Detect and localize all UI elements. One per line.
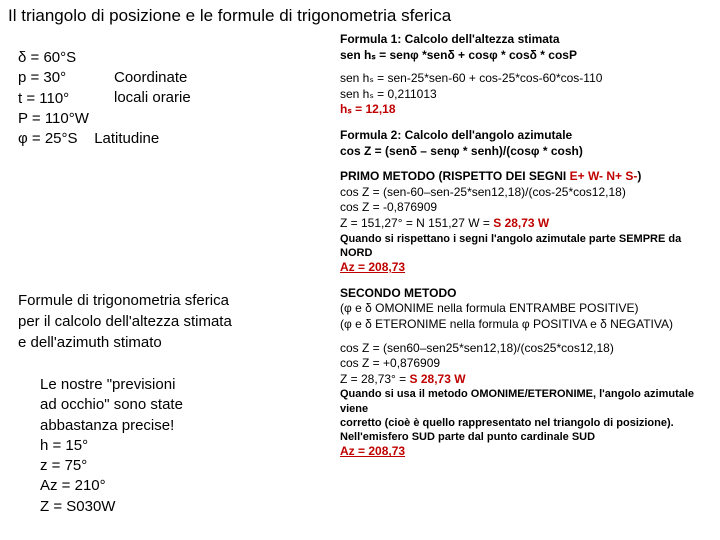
formula2-eq: cos Z = (senδ – senφ * senh)/(cosφ * cos… — [340, 144, 710, 160]
latitude-label: Latitudine — [94, 130, 159, 147]
method2-title: SECONDO METODO — [340, 286, 710, 302]
prev-l3: abbastanza precise! — [40, 416, 260, 436]
method1-l1: cos Z = (sen-60–sen-25*sen12,18)/(cos-25… — [340, 185, 710, 201]
formula1-r3: hₛ = 12,18 — [340, 102, 710, 118]
prev-l1: Le nostre "previsioni — [40, 375, 260, 395]
method1-block: PRIMO METODO (RISPETTO DEI SEGNI E+ W- N… — [340, 169, 710, 276]
method1-title: PRIMO METODO (RISPETTO DEI SEGNI E+ W- N… — [340, 169, 710, 185]
param-phi-line: φ = 25°S Latitudine — [18, 129, 318, 149]
formule-caption-1: Formule di trigonometria sferica — [18, 290, 278, 311]
method1-az: Az = 208,73 — [340, 260, 710, 276]
prev-l6: Az = 210° — [40, 476, 260, 496]
formula2-title: Formula 2: Calcolo dell'angolo azimutale — [340, 128, 710, 144]
method2-n1: Quando si usa il metodo OMONIME/ETERONIM… — [340, 387, 710, 416]
param-delta: δ = 60°S — [18, 48, 318, 68]
left-column: δ = 60°S p = 30° t = 110° P = 110°W φ = … — [18, 48, 318, 149]
method2-n2: corretto (cioè è quello rappresentato ne… — [340, 416, 710, 430]
method2-l1: (φ e δ OMONIME nella formula ENTRAMBE PO… — [340, 301, 710, 317]
formula1-block: Formula 1: Calcolo dell'altezza stimata … — [340, 32, 710, 118]
prev-l2: ad occhio" sono state — [40, 395, 260, 415]
method1-note: Quando si rispettano i segni l'angolo az… — [340, 232, 710, 261]
method1-title-b: E+ W- N+ S- — [570, 169, 638, 183]
method2-c1: cos Z = (sen60–sen25*sen12,18)/(cos25*co… — [340, 341, 710, 357]
formule-caption-3: e dell'azimuth stimato — [18, 332, 278, 353]
coord-label-2: locali orarie — [114, 88, 191, 108]
method2-c3: Z = 28,73° = S 28,73 W — [340, 372, 710, 388]
method1-title-c: ) — [637, 169, 641, 183]
method2-n3: Nell'emisfero SUD parte dal punto cardin… — [340, 430, 710, 444]
prev-l4: h = 15° — [40, 436, 260, 456]
formula1-title: Formula 1: Calcolo dell'altezza stimata — [340, 32, 710, 48]
formule-caption-2: per il calcolo dell'altezza stimata — [18, 311, 278, 332]
method2-c2: cos Z = +0,876909 — [340, 356, 710, 372]
prev-l7: Z = S030W — [40, 497, 260, 517]
formula1-eq: sen hₛ = senφ *senδ + cosφ * cosδ * cosP — [340, 48, 710, 64]
coord-label: Coordinate locali orarie — [114, 68, 191, 107]
method1-l3: Z = 151,27° = N 151,27 W = S 28,73 W — [340, 216, 710, 232]
page-title: Il triangolo di posizione e le formule d… — [8, 6, 451, 26]
method1-l3a: Z = 151,27° = N 151,27 W = — [340, 216, 493, 230]
method2-c3a: Z = 28,73° = — [340, 372, 410, 386]
method1-title-a: PRIMO METODO (RISPETTO DEI SEGNI — [340, 169, 570, 183]
formule-caption: Formule di trigonometria sferica per il … — [18, 290, 278, 353]
param-phi: φ = 25°S — [18, 130, 78, 147]
coord-label-1: Coordinate — [114, 68, 191, 88]
method2-az: Az = 208,73 — [340, 444, 710, 460]
formula1-r2: sen hₛ = 0,211013 — [340, 87, 710, 103]
previsioni-block: Le nostre "previsioni ad occhio" sono st… — [40, 375, 260, 517]
method1-l3b: S 28,73 W — [493, 216, 549, 230]
formula2-block: Formula 2: Calcolo dell'angolo azimutale… — [340, 128, 710, 159]
method1-l2: cos Z = -0,876909 — [340, 200, 710, 216]
parameters-block: δ = 60°S p = 30° t = 110° P = 110°W φ = … — [18, 48, 318, 149]
formula1-r1: sen hₛ = sen-25*sen-60 + cos-25*cos-60*c… — [340, 71, 710, 87]
param-big-p: P = 110°W — [18, 109, 318, 129]
right-column: Formula 1: Calcolo dell'altezza stimata … — [340, 32, 710, 470]
method2-c3b: S 28,73 W — [410, 372, 466, 386]
method2-l2: (φ e δ ETERONIME nella formula φ POSITIV… — [340, 317, 710, 333]
method2-block: SECONDO METODO (φ e δ OMONIME nella form… — [340, 286, 710, 460]
prev-l5: z = 75° — [40, 456, 260, 476]
